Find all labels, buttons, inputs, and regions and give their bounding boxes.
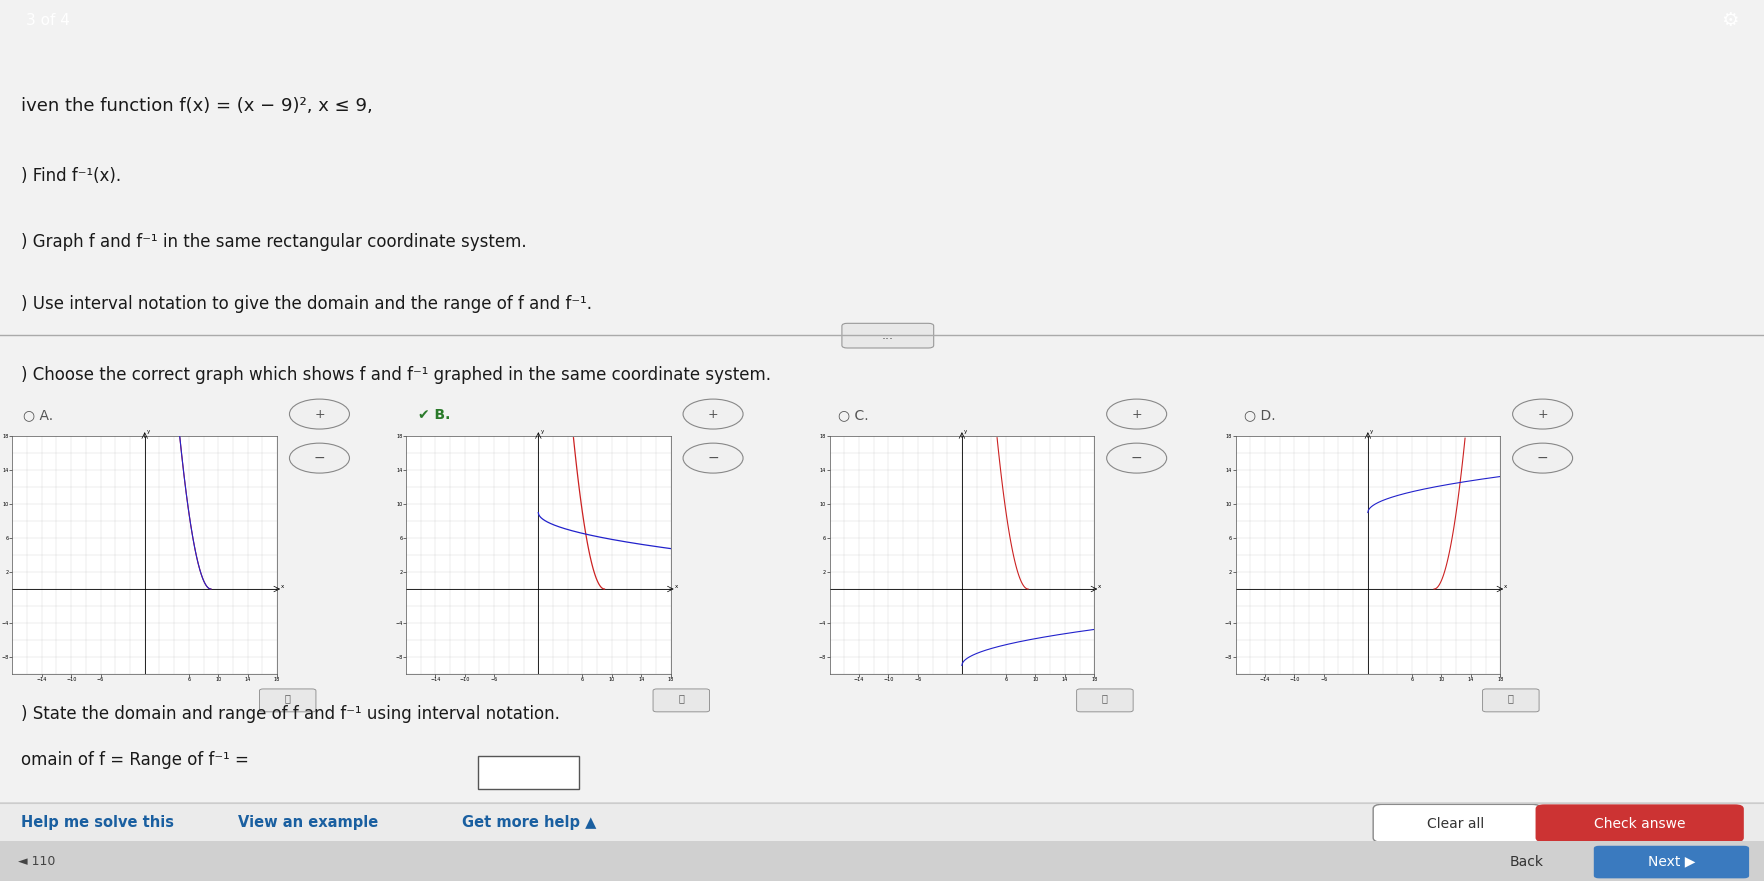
Text: ) State the domain and range of f and f⁻¹ using interval notation.: ) State the domain and range of f and f⁻…: [21, 705, 559, 722]
Circle shape: [289, 399, 349, 429]
Circle shape: [1106, 443, 1166, 473]
Text: Check answe: Check answe: [1593, 817, 1685, 831]
Text: ○ C.: ○ C.: [838, 408, 868, 422]
Text: ) Graph f and f⁻¹ in the same rectangular coordinate system.: ) Graph f and f⁻¹ in the same rectangula…: [21, 233, 526, 251]
FancyBboxPatch shape: [259, 689, 316, 712]
Text: +: +: [1536, 408, 1547, 420]
Text: ) Choose the correct graph which shows f and f⁻¹ graphed in the same coordinate : ) Choose the correct graph which shows f…: [21, 366, 771, 383]
Text: ✔ B.: ✔ B.: [418, 408, 450, 422]
Text: −: −: [1536, 451, 1547, 465]
Text: 3 of 4: 3 of 4: [26, 12, 71, 28]
Circle shape: [683, 443, 743, 473]
Circle shape: [289, 443, 349, 473]
Bar: [0, 803, 1764, 841]
Text: ⧉: ⧉: [677, 693, 684, 704]
Circle shape: [1512, 443, 1572, 473]
Text: Clear all: Clear all: [1427, 817, 1484, 831]
Text: −: −: [314, 451, 325, 465]
FancyBboxPatch shape: [1076, 689, 1132, 712]
Text: Get more help ▲: Get more help ▲: [462, 815, 596, 831]
Text: ...: ...: [882, 329, 893, 342]
Bar: [0, 0, 1764, 40]
FancyBboxPatch shape: [1482, 689, 1538, 712]
Text: ○ D.: ○ D.: [1244, 408, 1275, 422]
Text: +: +: [314, 408, 325, 420]
Text: +: +: [1131, 408, 1141, 420]
FancyBboxPatch shape: [653, 689, 709, 712]
Circle shape: [1106, 399, 1166, 429]
Circle shape: [683, 399, 743, 429]
Text: ◄ 110: ◄ 110: [18, 855, 55, 868]
Text: Back: Back: [1508, 855, 1544, 869]
Text: View an example: View an example: [238, 815, 377, 831]
FancyBboxPatch shape: [1372, 804, 1540, 842]
Text: +: +: [707, 408, 718, 420]
Text: −: −: [1131, 451, 1141, 465]
Text: ⚙: ⚙: [1720, 11, 1738, 30]
Text: Help me solve this: Help me solve this: [21, 815, 175, 831]
Text: ⧉: ⧉: [1506, 693, 1514, 704]
Text: omain of f = Range of f⁻¹ =: omain of f = Range of f⁻¹ =: [21, 751, 249, 768]
Text: Next ▶: Next ▶: [1648, 855, 1693, 869]
Bar: [0, 841, 1764, 881]
Text: ⧉: ⧉: [284, 693, 291, 704]
Text: ○ A.: ○ A.: [23, 408, 53, 422]
Text: ⧉: ⧉: [1101, 693, 1108, 704]
Text: ) Use interval notation to give the domain and the range of f and f⁻¹.: ) Use interval notation to give the doma…: [21, 295, 593, 313]
Text: ) Find f⁻¹(x).: ) Find f⁻¹(x).: [21, 167, 122, 185]
Text: −: −: [707, 451, 718, 465]
FancyBboxPatch shape: [1593, 846, 1748, 878]
Text: iven the function f(x) = (x − 9)², x ≤ 9,: iven the function f(x) = (x − 9)², x ≤ 9…: [21, 97, 372, 115]
FancyBboxPatch shape: [841, 323, 933, 348]
FancyBboxPatch shape: [478, 756, 579, 789]
Circle shape: [1512, 399, 1572, 429]
FancyBboxPatch shape: [1535, 804, 1743, 842]
